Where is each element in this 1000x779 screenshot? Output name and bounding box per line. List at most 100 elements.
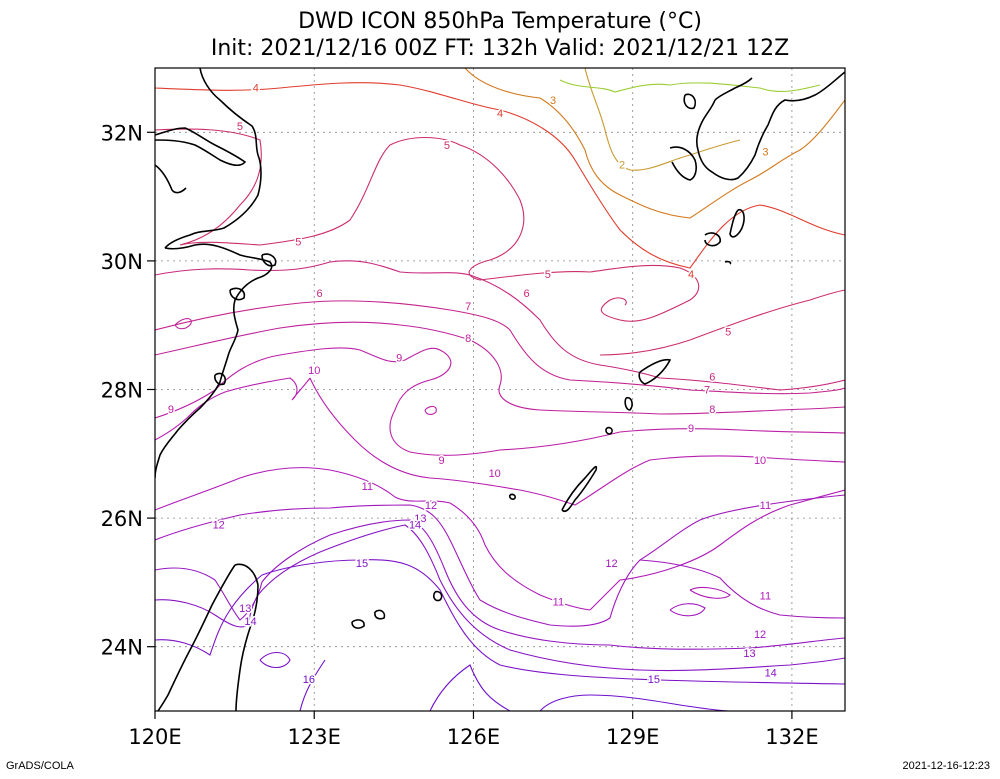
coastline-kyushu — [714, 77, 753, 101]
contour-line — [259, 651, 291, 669]
contour-label: 5 — [237, 121, 243, 133]
contour-line — [174, 318, 192, 330]
contour-label: 15 — [648, 674, 660, 686]
render-timestamp: 2021-12-16-12:23 — [902, 760, 990, 772]
island — [374, 609, 386, 620]
contour-label: 16 — [303, 674, 315, 686]
island — [729, 208, 745, 238]
contour-line — [155, 260, 845, 391]
island — [433, 590, 443, 602]
contour-label: 5 — [295, 237, 301, 249]
island — [605, 426, 613, 435]
contour-label: 12 — [213, 520, 225, 532]
island — [351, 619, 365, 629]
contour-line — [155, 377, 311, 441]
contour-line — [639, 559, 845, 619]
contour-line — [257, 524, 845, 672]
contour-line — [155, 128, 700, 322]
map-subtitle: Init: 2021/12/16 00Z FT: 132h Valid: 202… — [210, 36, 790, 61]
temperature-contours — [155, 68, 845, 711]
contour-line — [309, 377, 845, 506]
y-tick-label: 28N — [101, 379, 143, 403]
contour-line — [689, 586, 731, 599]
island — [624, 396, 633, 411]
contour-line — [429, 664, 511, 711]
island — [638, 358, 672, 385]
contour-label: 6 — [316, 288, 322, 300]
contour-line — [155, 82, 845, 269]
contour-label: 13 — [239, 603, 251, 615]
axis-labels: 120E 123E 126E 129E 132E 32N 30N 28N 26N 24N — [101, 121, 819, 749]
contour-label: 14 — [244, 616, 256, 628]
coastline-china-north — [155, 127, 247, 167]
contour-label: 13 — [414, 513, 426, 525]
software-credit: GrADS/COLA — [6, 760, 74, 772]
island — [229, 287, 246, 301]
contour-label: 11 — [362, 481, 373, 493]
contour-line — [155, 347, 845, 456]
x-tick-label: 132E — [765, 725, 818, 749]
contour-label: 4 — [253, 82, 259, 94]
contour-line — [155, 519, 845, 650]
contour-label: 12 — [425, 500, 437, 512]
y-tick-label: 24N — [101, 636, 143, 660]
contour-line — [539, 694, 731, 711]
coastline-taiwan — [157, 564, 236, 711]
coastline-taiwan — [234, 563, 259, 711]
x-tick-label: 126E — [447, 725, 500, 749]
island — [261, 253, 277, 267]
contour-line — [464, 68, 845, 219]
contour-label: 6 — [523, 288, 529, 300]
contour-label: 5 — [545, 269, 551, 281]
contour-label: 8 — [465, 333, 471, 345]
coastline-kyushu — [695, 71, 845, 181]
coastlines — [155, 68, 845, 711]
contour-label: 7 — [465, 301, 471, 313]
contour-label: 11 — [760, 500, 771, 512]
coastline-china-north — [164, 68, 262, 249]
contour-label: 11 — [760, 590, 771, 602]
contour-label: 2 — [619, 159, 625, 171]
contour-label: 10 — [754, 455, 766, 467]
contour-label: 7 — [704, 385, 710, 397]
x-tick-label: 123E — [288, 725, 341, 749]
contour-label: 9 — [168, 404, 174, 416]
coastline-kyushu — [669, 146, 697, 181]
contour-label: 4 — [688, 269, 694, 281]
contour-line — [559, 79, 821, 93]
contour-label: 5 — [725, 327, 731, 339]
contour-line — [155, 321, 845, 415]
y-tick-label: 26N — [101, 507, 143, 531]
contour-label: 6 — [709, 372, 715, 384]
map-title: DWD ICON 850hPa Temperature (°C) — [298, 9, 702, 34]
coastline-china-north — [155, 243, 273, 479]
contour-label: 14 — [765, 667, 777, 679]
gridlines — [154, 68, 845, 711]
island — [704, 232, 722, 247]
contour-line — [155, 300, 845, 395]
contour-line — [584, 68, 741, 171]
contour-label: 10 — [489, 468, 501, 480]
contour-line — [155, 494, 845, 627]
contour-label: 9 — [688, 423, 694, 435]
contour-label: 3 — [550, 95, 556, 107]
contour-line — [669, 603, 706, 617]
contour-label: 8 — [709, 404, 715, 416]
coastline-china-north — [155, 164, 187, 194]
contour-label: 12 — [605, 558, 617, 570]
contour-label: 3 — [762, 147, 768, 159]
contour-line — [424, 405, 437, 415]
island — [724, 260, 732, 265]
contour-line — [299, 659, 326, 711]
contour-line — [599, 289, 845, 356]
contour-label: 9 — [396, 352, 402, 364]
x-tick-label: 129E — [606, 725, 659, 749]
island — [683, 93, 697, 110]
contour-label: 15 — [356, 558, 368, 570]
y-tick-label: 32N — [101, 121, 143, 145]
contour-label: 13 — [743, 648, 755, 660]
axis-ticks — [147, 131, 793, 719]
y-tick-label: 30N — [101, 250, 143, 274]
